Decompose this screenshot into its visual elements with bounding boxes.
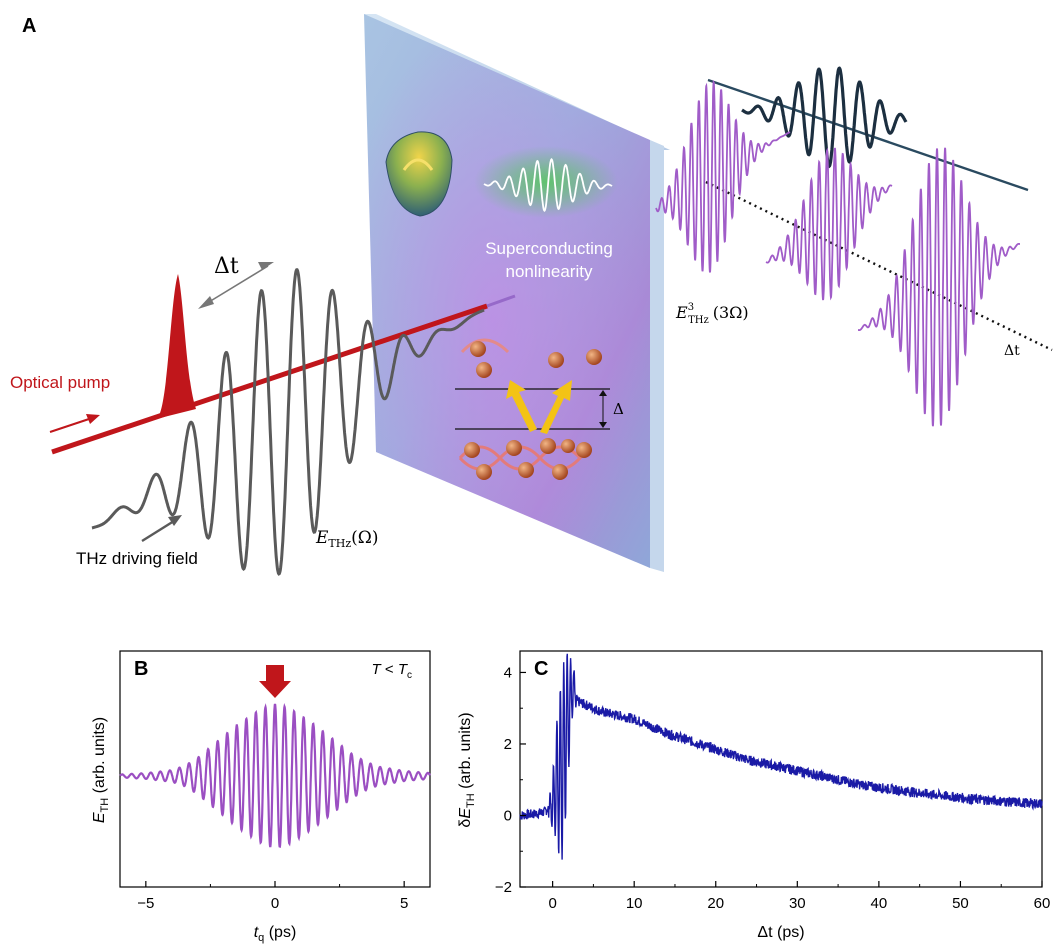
- panel-c-label: C: [534, 658, 548, 680]
- panel-b-condition: T < Tc: [372, 661, 412, 681]
- delay-arrow: Δt: [198, 254, 274, 309]
- c-xtick-label: 20: [707, 895, 724, 912]
- sample-plate-glow: [364, 14, 650, 568]
- thz-driving-label: THz driving field: [76, 549, 198, 568]
- third-harmonic-glow-pulse: [474, 146, 618, 218]
- c-xtick-label: 40: [871, 895, 888, 912]
- panel-a-label: A: [22, 15, 36, 37]
- mexican-hat-potential: [385, 131, 453, 217]
- c-xtick-label: 50: [952, 895, 969, 912]
- delay-axis: [705, 180, 1053, 352]
- c-xtick-label: 60: [1034, 895, 1051, 912]
- chart-b-line: [119, 702, 431, 848]
- c-ytick-label: 0: [504, 807, 512, 824]
- delay-axis-label: Δt: [1004, 343, 1020, 359]
- thz-arrow-shaft: [141, 519, 175, 543]
- gap-label: Δ: [613, 400, 624, 418]
- e3-thz-label: E3 THz (3Ω): [675, 302, 749, 326]
- lower-cooper-pairs: [458, 438, 592, 480]
- e-thz-label: ETHz(Ω): [315, 528, 379, 550]
- c-ytick-label: −2: [495, 879, 512, 896]
- c-ytick-label: 4: [504, 664, 512, 681]
- thz-wave: [91, 268, 485, 576]
- b-xtick-label: 5: [400, 895, 408, 912]
- sc-nonlinearity-line2: nonlinearity: [506, 262, 593, 281]
- panel-b: B T < Tc −5 0 5 ETH (arb. units) tq (ps): [91, 650, 431, 944]
- sample-plate-side: [650, 140, 664, 572]
- panel-b-xticks: −5 0 5: [137, 881, 408, 912]
- b-xtick-label: −5: [137, 895, 154, 912]
- chart-c-line: [519, 653, 1043, 860]
- excitation-arrow-left: [506, 380, 537, 432]
- panel-c-frame: [519, 650, 1043, 888]
- cooper-pair-diagram: Δ: [455, 338, 624, 480]
- sample-plate: [364, 14, 670, 572]
- c-xtick-label: 10: [626, 895, 643, 912]
- th-pulse-2: [765, 147, 893, 301]
- panel-c-xlabel: Δt (ps): [757, 924, 804, 941]
- panel-b-xlabel: tq (ps): [254, 924, 297, 944]
- upper-electrons: [460, 338, 602, 378]
- optical-pump-pulse: [156, 274, 196, 419]
- b-xtick-label: 0: [271, 895, 279, 912]
- thz-arrow-head: [168, 515, 182, 526]
- th-pulse-3: [857, 147, 1021, 427]
- third-harmonic-output: Δt E3 THz (3Ω): [655, 66, 1053, 427]
- excitation-arrow-right: [540, 380, 572, 434]
- c-xtick-label: 30: [789, 895, 806, 912]
- panel-b-ylabel: ETH (arb. units): [91, 717, 111, 823]
- optical-pump-arrow-shaft: [49, 417, 93, 433]
- c-xtick-label: 0: [548, 895, 556, 912]
- th-pulse-1: [655, 79, 791, 273]
- panel-b-label: B: [134, 658, 148, 680]
- glow-wave: [483, 158, 613, 212]
- thz-driving-field: THz driving field ETHz(Ω): [76, 268, 485, 576]
- panel-a: A Superconducting nonlinearity Δ: [10, 14, 1053, 576]
- c-ytick-label: 2: [504, 736, 512, 753]
- panel-c-ylabel: δETH (arb. units): [457, 712, 477, 827]
- optical-pump-label: Optical pump: [10, 373, 110, 392]
- delay-label: Δt: [214, 254, 239, 279]
- envelope-wave: [741, 66, 908, 169]
- optical-pump-arrow-head: [86, 414, 100, 424]
- peak-marker-arrow: [259, 665, 291, 698]
- sc-nonlinearity-line1: Superconducting: [485, 239, 613, 258]
